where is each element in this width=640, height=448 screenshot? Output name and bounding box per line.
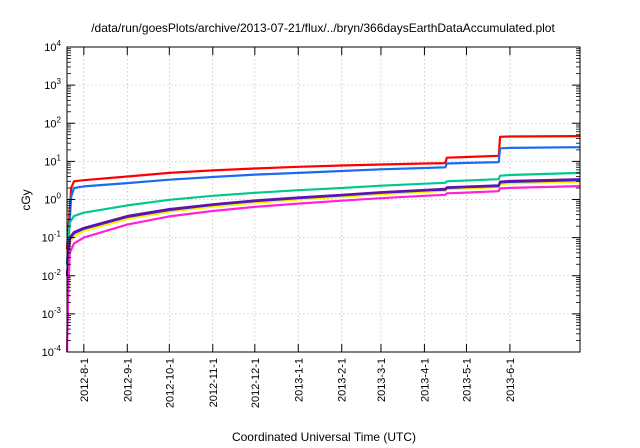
x-tick-label: 2012-8-1 xyxy=(79,358,91,402)
y-ticks: 10-4 10-3 10-2 10-1 100 101 102 103 104 xyxy=(42,39,580,359)
x-tick-label: 2013-3-1 xyxy=(376,358,388,402)
x-tick-label: 2013-4-1 xyxy=(419,358,431,402)
series-line-7 xyxy=(65,185,581,353)
x-tick-label: 2012-11-1 xyxy=(208,358,220,407)
grid xyxy=(67,47,580,352)
x-tick-label: 2013-6-1 xyxy=(505,358,517,402)
x-tick-label: 2012-9-1 xyxy=(122,358,134,402)
y-tick-label: 102 xyxy=(44,115,61,130)
chart-title: /data/run/goesPlots/archive/2013-07-21/f… xyxy=(91,21,555,35)
series-group xyxy=(65,135,581,353)
y-tick-label: 10-2 xyxy=(42,268,62,283)
y-axis-label: cGy xyxy=(19,189,33,210)
y-tick-label: 101 xyxy=(44,153,61,168)
y-tick-label: 10-3 xyxy=(42,306,62,321)
x-axis-label: Coordinated Universal Time (UTC) xyxy=(232,430,416,444)
series-line-1 xyxy=(65,135,581,250)
series-line-2 xyxy=(65,146,581,265)
y-tick-label: 10-1 xyxy=(42,230,62,245)
x-tick-label: 2013-1-1 xyxy=(293,358,305,402)
x-tick-label: 2013-5-1 xyxy=(461,358,473,402)
series-line-6 xyxy=(65,178,581,276)
x-ticks: 2012-8-1 2012-9-1 2012-10-1 2012-11-1 2012-1… xyxy=(79,47,517,408)
series-line-3 xyxy=(65,171,581,265)
x-tick-label: 2013-2-1 xyxy=(337,358,349,402)
y-tick-label: 104 xyxy=(44,39,61,54)
y-tick-label: 103 xyxy=(44,77,61,92)
x-tick-label: 2012-10-1 xyxy=(164,358,176,408)
y-tick-label: 10-4 xyxy=(42,344,62,359)
x-tick-label: 2012-12-1 xyxy=(250,358,262,408)
y-tick-label: 100 xyxy=(44,192,61,207)
series-line-5 xyxy=(65,179,581,276)
